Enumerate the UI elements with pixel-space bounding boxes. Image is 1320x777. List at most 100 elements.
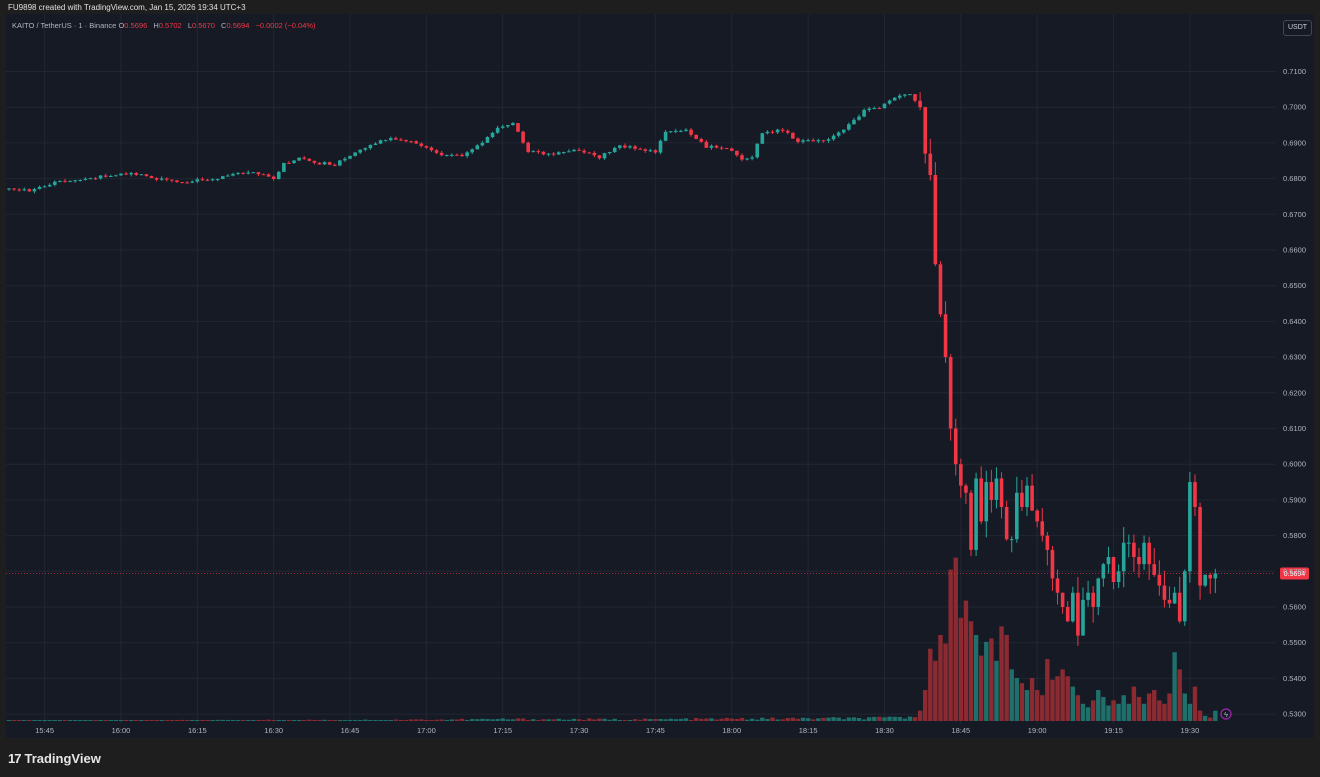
candle-up bbox=[1213, 573, 1218, 579]
volume-bar bbox=[790, 717, 796, 721]
volume-bar bbox=[800, 717, 806, 721]
candle-up bbox=[119, 173, 123, 176]
candle-down bbox=[785, 130, 790, 133]
candle-up bbox=[348, 155, 352, 159]
volume-bar bbox=[816, 718, 821, 721]
volume-bar bbox=[867, 717, 872, 721]
candle-up bbox=[765, 131, 770, 134]
volume-bar bbox=[938, 635, 943, 721]
volume-bar bbox=[571, 718, 577, 721]
volume-bar bbox=[719, 718, 724, 721]
time-tick-label: 17:00 bbox=[417, 726, 436, 735]
candle-down bbox=[923, 107, 927, 154]
candle-up bbox=[129, 173, 133, 175]
candle-down bbox=[1111, 557, 1116, 583]
candle-down bbox=[17, 189, 21, 191]
volume-bar bbox=[780, 719, 785, 721]
volume-bar bbox=[495, 719, 500, 721]
candle-up bbox=[282, 162, 286, 172]
candle-down bbox=[541, 151, 546, 155]
ohlc-legend: KAITO / TetherUS · 1 · Binance O0.5696 H… bbox=[12, 21, 320, 30]
volume-bar bbox=[246, 719, 251, 721]
candle-down bbox=[460, 154, 464, 157]
volume-bar bbox=[953, 557, 958, 721]
tradingview-logo[interactable]: 17 TradingView bbox=[8, 751, 101, 766]
candle-up bbox=[343, 158, 347, 161]
candle-up bbox=[236, 172, 240, 174]
volume-bar bbox=[755, 719, 760, 721]
price-tick-label: 0.5700 bbox=[1283, 567, 1306, 576]
volume-bar bbox=[688, 720, 694, 721]
price-tick-label: 0.6400 bbox=[1283, 317, 1306, 326]
candle-down bbox=[1147, 542, 1151, 565]
volume-bar bbox=[872, 716, 877, 721]
candle-down bbox=[149, 176, 154, 179]
volume-bar bbox=[627, 720, 633, 721]
volume-bar bbox=[149, 720, 154, 721]
volume-bar bbox=[836, 717, 841, 721]
volume-bar bbox=[1167, 693, 1172, 721]
candle-down bbox=[266, 174, 271, 177]
candle-up bbox=[353, 152, 357, 156]
volume-bar bbox=[16, 720, 22, 721]
volume-bar bbox=[551, 719, 556, 721]
candle-down bbox=[164, 178, 169, 180]
candle-up bbox=[378, 140, 383, 144]
volume-bar bbox=[693, 717, 699, 721]
volume-bar bbox=[739, 717, 745, 721]
candle-up bbox=[847, 124, 851, 130]
candle-down bbox=[1177, 592, 1182, 622]
volume-bar bbox=[637, 719, 643, 721]
candle-up bbox=[755, 143, 760, 158]
candle-down bbox=[694, 134, 698, 139]
volume-bar bbox=[393, 719, 399, 721]
chart-pane[interactable] bbox=[6, 14, 1314, 738]
time-tick-label: 17:30 bbox=[570, 726, 589, 735]
candle-up bbox=[862, 109, 866, 117]
time-axis: 15:45 16:00 16:15 16:30 16:45 17:00 17:15 17:30… bbox=[35, 726, 1199, 735]
candle-up bbox=[775, 129, 780, 133]
candle-down bbox=[409, 141, 413, 143]
volume-bar bbox=[907, 716, 913, 721]
candle-up bbox=[58, 180, 62, 182]
volume-bar bbox=[378, 720, 383, 721]
candle-up bbox=[562, 151, 566, 153]
candle-down bbox=[241, 172, 245, 174]
price-tick-label: 0.6200 bbox=[1283, 388, 1306, 397]
candle-up bbox=[1096, 578, 1101, 607]
candle-down bbox=[1065, 607, 1070, 622]
candle-down bbox=[877, 108, 882, 110]
candle-up bbox=[648, 150, 653, 152]
candle-up bbox=[383, 140, 388, 142]
volume-bar bbox=[327, 720, 332, 721]
candle-up bbox=[679, 130, 683, 132]
candle-down bbox=[938, 264, 943, 315]
candle-down bbox=[1162, 585, 1167, 600]
candle-up bbox=[984, 482, 989, 522]
open-key: O bbox=[118, 21, 125, 30]
volume-bar bbox=[164, 720, 169, 721]
candle-up bbox=[612, 147, 617, 152]
symbol-label: KAITO / TetherUS · 1 · Binance bbox=[12, 21, 117, 30]
volume-bar bbox=[699, 718, 704, 721]
volume-bar bbox=[1101, 696, 1106, 721]
volume-bar bbox=[93, 720, 98, 721]
volume-bar bbox=[770, 717, 775, 721]
currency-badge[interactable]: USDT bbox=[1283, 20, 1312, 36]
close-value: 0.5694 bbox=[226, 21, 250, 30]
volume-bar bbox=[1182, 693, 1187, 721]
candle-down bbox=[948, 357, 953, 429]
candle-down bbox=[327, 162, 332, 165]
candle-up bbox=[73, 180, 77, 182]
candle-down bbox=[597, 155, 602, 159]
volume-bar bbox=[561, 719, 567, 721]
volume-bar bbox=[1106, 705, 1111, 721]
candle-up bbox=[760, 133, 765, 144]
volume-bar bbox=[826, 717, 831, 721]
candle-up bbox=[908, 94, 912, 96]
candle-up bbox=[1015, 492, 1019, 540]
volume-bar bbox=[846, 717, 852, 721]
volume-bar bbox=[235, 720, 241, 721]
volume-bar bbox=[709, 718, 714, 721]
